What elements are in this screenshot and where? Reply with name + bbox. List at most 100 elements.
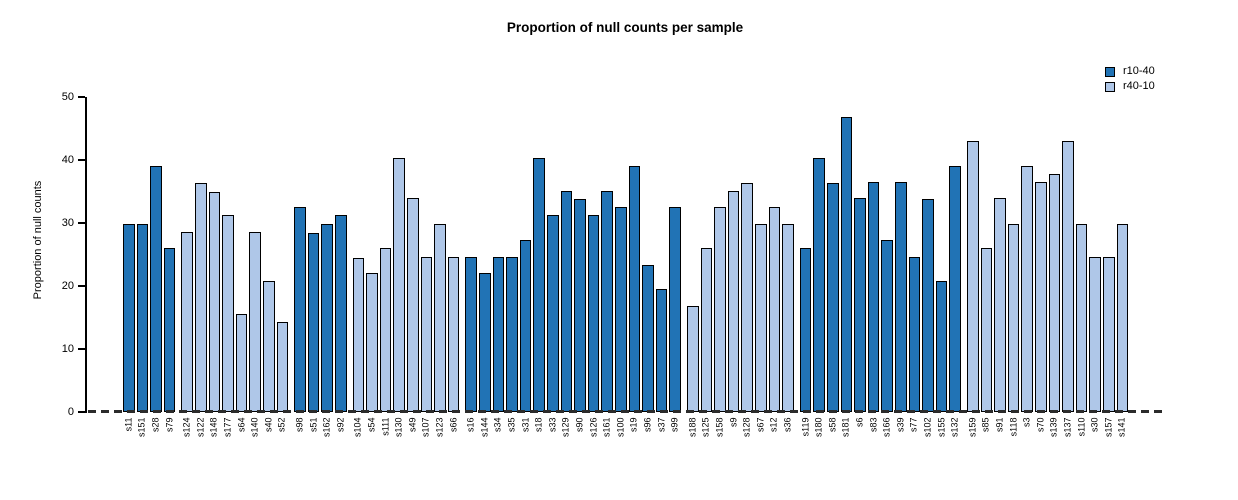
bar-s119 xyxy=(799,248,812,412)
x-label-s128: s128 xyxy=(741,417,752,438)
x-label-s111: s111 xyxy=(380,417,391,436)
x-label-s124: s124 xyxy=(181,417,192,438)
y-tick xyxy=(78,96,85,98)
bar-s123 xyxy=(434,224,446,412)
bar-s96 xyxy=(642,265,654,412)
bar-s12 xyxy=(768,207,781,412)
y-tick-label: 40 xyxy=(61,154,74,166)
x-label-s83: s83 xyxy=(868,417,879,433)
bar-s70 xyxy=(1035,182,1047,412)
x-label-s125: s125 xyxy=(700,417,711,438)
x-label-s77: s77 xyxy=(908,417,919,433)
bar-s79 xyxy=(163,248,176,412)
bar-s33 xyxy=(547,214,559,412)
bar-s107 xyxy=(420,257,433,412)
y-axis-line xyxy=(85,97,87,413)
bar-s18 xyxy=(533,158,545,412)
x-label-s104: s104 xyxy=(352,417,363,438)
x-label-s49: s49 xyxy=(407,417,418,433)
legend-label-r10-40: r10-40 xyxy=(1123,65,1155,77)
bar-s28 xyxy=(150,166,162,412)
x-label-s155: s155 xyxy=(936,417,947,438)
x-label-s6: s6 xyxy=(854,417,865,428)
bar-s19 xyxy=(628,166,641,412)
x-label-s40: s40 xyxy=(263,417,274,433)
bar-s49 xyxy=(407,197,419,412)
x-label-s122: s122 xyxy=(195,417,206,438)
x-label-s126: s126 xyxy=(588,417,599,438)
bar-s6 xyxy=(854,197,866,412)
bar-s158 xyxy=(714,207,726,412)
x-label-s58: s58 xyxy=(827,417,838,433)
x-label-s92: s92 xyxy=(335,417,346,433)
x-label-s85: s85 xyxy=(980,417,991,433)
x-label-s64: s64 xyxy=(236,417,247,433)
x-label-s158: s158 xyxy=(714,417,725,438)
x-label-s31: s31 xyxy=(520,417,531,433)
x-label-s132: s132 xyxy=(949,417,960,438)
x-label-s148: s148 xyxy=(208,417,219,438)
y-tick xyxy=(78,285,85,287)
x-label-s79: s79 xyxy=(164,417,175,433)
bar-s40 xyxy=(263,280,275,412)
bar-s51 xyxy=(307,233,320,412)
bar-s52 xyxy=(276,321,289,412)
legend: r10-40 r40-10 xyxy=(1105,64,1155,94)
x-label-s99: s99 xyxy=(669,417,680,433)
bar-s188 xyxy=(687,306,699,412)
bar-s124 xyxy=(181,231,193,412)
bar-s92 xyxy=(335,214,347,412)
x-label-s96: s96 xyxy=(642,417,653,433)
bar-s157 xyxy=(1103,257,1115,412)
bar-s166 xyxy=(881,240,893,412)
legend-label-r40-10: r40-10 xyxy=(1123,80,1155,92)
y-tick-label: 0 xyxy=(67,406,74,418)
bar-s181 xyxy=(840,117,853,412)
bar-s125 xyxy=(700,248,713,412)
y-tick xyxy=(78,222,85,224)
x-label-s30: s30 xyxy=(1089,417,1100,433)
bar-s140 xyxy=(249,231,261,412)
bar-s37 xyxy=(655,289,668,412)
bar-s98 xyxy=(294,207,306,412)
x-label-s35: s35 xyxy=(506,417,517,433)
x-label-s181: s181 xyxy=(840,417,851,438)
x-label-s102: s102 xyxy=(922,417,933,438)
bar-s141 xyxy=(1116,224,1129,412)
bar-s122 xyxy=(195,183,207,412)
bar-s39 xyxy=(895,182,907,412)
bar-s162 xyxy=(321,224,333,412)
x-label-s66: s66 xyxy=(448,417,459,433)
x-label-s9: s9 xyxy=(728,417,739,428)
x-label-s98: s98 xyxy=(294,417,305,433)
x-label-s157: s157 xyxy=(1103,417,1114,438)
y-tick xyxy=(78,348,85,350)
bar-s139 xyxy=(1048,173,1061,412)
zero-baseline-dashed xyxy=(88,410,1165,413)
x-label-s123: s123 xyxy=(434,417,445,438)
x-label-s11: s11 xyxy=(123,417,134,432)
x-label-s52: s52 xyxy=(276,417,287,433)
x-label-s180: s180 xyxy=(813,417,824,438)
bar-s16 xyxy=(465,257,477,412)
x-label-s3: s3 xyxy=(1021,417,1032,428)
x-label-s107: s107 xyxy=(420,417,431,438)
bar-s129 xyxy=(560,190,573,412)
y-axis-title: Proportion of null counts xyxy=(32,180,44,300)
bar-s132 xyxy=(949,166,961,412)
bar-s91 xyxy=(994,197,1006,412)
bar-s30 xyxy=(1089,257,1101,412)
bar-s34 xyxy=(492,257,505,412)
x-label-s188: s188 xyxy=(687,417,698,438)
x-label-s100: s100 xyxy=(615,417,626,438)
x-label-s159: s159 xyxy=(967,417,978,438)
x-label-s90: s90 xyxy=(574,417,585,433)
x-label-s19: s19 xyxy=(628,417,639,433)
x-label-s162: s162 xyxy=(321,417,332,438)
bar-s155 xyxy=(935,280,948,412)
bar-s9 xyxy=(727,190,740,412)
x-label-s139: s139 xyxy=(1048,417,1059,438)
legend-item-r40-10: r40-10 xyxy=(1105,79,1155,94)
bar-s90 xyxy=(574,199,586,412)
